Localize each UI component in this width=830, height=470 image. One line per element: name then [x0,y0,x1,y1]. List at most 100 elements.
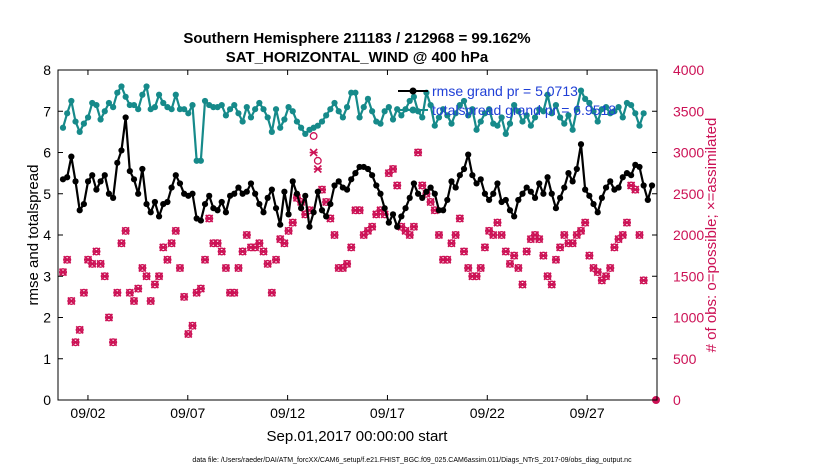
obs-assimilated-point [601,272,611,281]
totalspread-point [277,124,284,131]
obs-assimilated-point [459,247,469,256]
rmse-point [147,209,154,216]
obs-assimilated-point [405,230,414,240]
totalspread-point [611,108,618,115]
rmse-point [381,205,388,212]
totalspread-point [540,108,547,115]
totalspread-point [151,104,158,111]
rmse-point [448,178,455,185]
totalspread-point [636,122,643,129]
left-tick-label: 8 [43,62,51,78]
rmse-point [155,213,163,220]
obs-assimilated-point [67,296,76,306]
rmse-point [235,184,242,191]
totalspread-point [243,104,250,111]
rmse-point [544,174,551,181]
rmse-point [377,190,384,197]
rmse-point [331,182,338,189]
obs-assimilated-point [556,243,565,252]
totalspread-point [97,116,104,123]
rmse-point [582,186,589,193]
rmse-point [314,188,321,195]
rmse-point [168,184,175,191]
obs-assimilated-point [71,338,80,347]
totalspread-series [59,83,647,164]
totalspread-point [264,114,271,121]
totalspread-point [440,106,447,113]
totalspread-point [130,101,138,109]
totalspread-point [101,108,108,115]
rmse-point [369,172,376,179]
totalspread-point [435,114,443,121]
rmse-point [231,190,238,197]
obs-assimilated-point [58,268,68,277]
totalspread-point [448,120,455,127]
totalspread-point [235,110,242,117]
obs-assimilated-point [560,230,569,240]
rmse-point [84,178,92,185]
left-axis: 0 1 2 3 4 5 6 7 8 [43,62,63,408]
left-tick-label: 4 [43,227,51,243]
totalspread-point [473,126,480,133]
totalspread-point [360,104,367,111]
obs-assimilated-point [284,226,293,235]
rmse-point [402,205,409,212]
obs-assimilated-point [418,181,427,190]
totalspread-point [369,108,376,115]
obs-assimilated-point [497,230,506,240]
rmse-point [105,190,113,197]
totalspread-point [385,104,392,111]
totalspread-point [586,99,593,107]
rmse-point [607,178,614,185]
totalspread-point [272,106,280,113]
x-tick-label: 09/02 [70,405,105,421]
rmse-point [502,196,509,204]
x-axis: 09/02 09/07 09/12 09/17 09/22 09/27 [70,70,605,421]
totalspread-point [602,104,610,111]
obs-assimilated-point [230,288,239,297]
rmse-point [385,219,392,226]
obs-assimilated-point [255,239,264,248]
rmse-point [481,190,489,197]
totalspread-point [477,118,484,125]
obs-assimilated-point [188,321,197,330]
obs-assimilated-point [451,230,460,240]
obs-assimilated-point [142,272,151,281]
left-tick-label: 0 [43,392,51,408]
totalspread-point [582,95,589,102]
totalspread-point [168,106,175,113]
totalspread-point [105,99,113,107]
totalspread-point [247,114,255,121]
obs-assimilated-point [464,263,473,273]
totalspread-point [118,83,125,90]
chart-subtitle: SAT_HORIZONTAL_WIND @ 400 hPa [226,49,489,66]
obs-assimilated-point [547,280,556,289]
rmse-point [197,217,204,224]
rmse-point [573,165,580,173]
y-axis-label-left: rmse and totalspread [25,165,42,306]
obs-assimilated-point [238,247,247,256]
obs-assimilated-point [443,255,452,264]
rmse-point [247,180,255,187]
obs-assimilated-point [476,263,485,273]
right-axis: 0 500 1000 1500 2000 2500 3000 3500 4000 [652,62,704,408]
x-axis-label: Sep.01,2017 00:00:00 start [267,428,449,445]
totalspread-point [339,114,346,121]
obs-assimilated-point [622,218,632,227]
obs-assimilated-point [409,222,418,231]
rmse-point [410,180,417,187]
obs-assimilated-point [568,239,577,248]
totalspread-point [389,116,397,123]
rmse-point [373,182,380,189]
totalspread-point [452,110,459,117]
obs-assimilated-point [472,272,481,281]
rmse-point [218,198,225,206]
obs-assimilated-point [213,239,222,248]
obs-assimilated-point [196,284,205,293]
totalspread-point [381,108,388,115]
x-tick-label: 09/27 [570,405,605,421]
totalspread-point [498,114,505,121]
rmse-point [506,207,514,214]
totalspread-point [293,118,301,125]
